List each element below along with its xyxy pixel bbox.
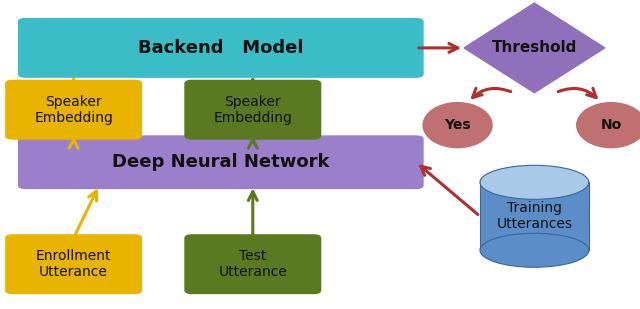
Text: Threshold: Threshold [492, 40, 577, 55]
Text: Enrollment
Utterance: Enrollment Utterance [36, 249, 111, 279]
Text: Backend   Model: Backend Model [138, 39, 303, 57]
FancyBboxPatch shape [184, 80, 321, 140]
Text: Deep Neural Network: Deep Neural Network [112, 153, 330, 171]
Bar [480, 182, 589, 250]
Text: Yes: Yes [444, 118, 471, 132]
Ellipse shape [422, 102, 493, 148]
Polygon shape [464, 3, 605, 93]
FancyBboxPatch shape [18, 18, 424, 78]
Ellipse shape [480, 233, 589, 267]
Text: Speaker
Embedding: Speaker Embedding [213, 95, 292, 125]
Text: Test
Utterance: Test Utterance [218, 249, 287, 279]
Ellipse shape [576, 102, 640, 148]
Text: Speaker
Embedding: Speaker Embedding [34, 95, 113, 125]
Text: No: No [600, 118, 622, 132]
FancyBboxPatch shape [184, 234, 321, 294]
Ellipse shape [480, 165, 589, 199]
Text: Training
Utterances: Training Utterances [497, 201, 572, 231]
FancyBboxPatch shape [5, 80, 142, 140]
FancyBboxPatch shape [5, 234, 142, 294]
FancyBboxPatch shape [18, 135, 424, 189]
